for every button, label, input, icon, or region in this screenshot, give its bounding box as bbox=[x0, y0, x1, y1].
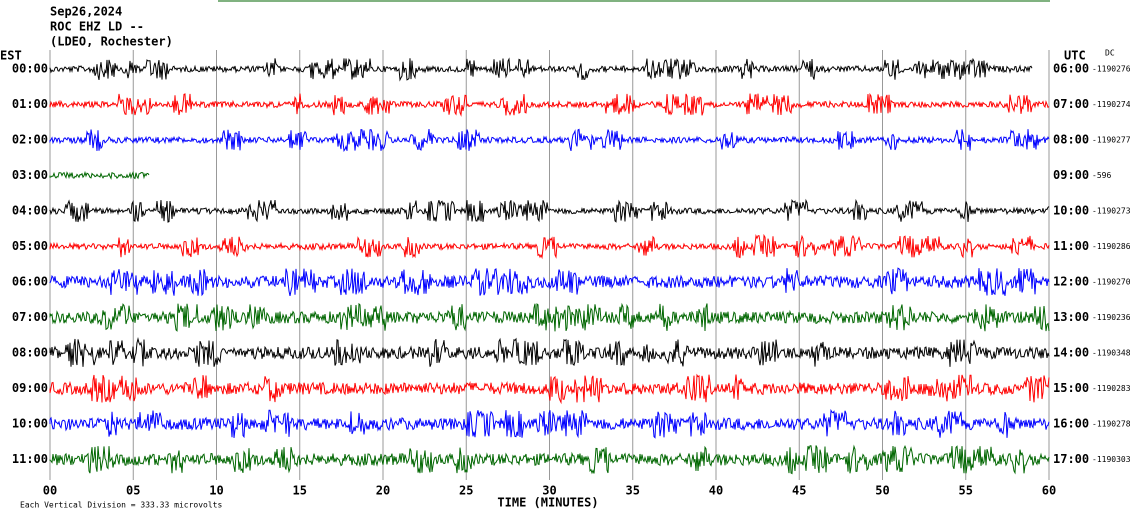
title-line: (LDEO, Rochester) bbox=[50, 35, 173, 49]
dc-offset: -1190236 bbox=[1092, 313, 1130, 322]
x-tick-label: 00 bbox=[43, 484, 57, 498]
dc-offset: -1190303 bbox=[1092, 455, 1130, 464]
dc-offset: -1190276 bbox=[1092, 65, 1130, 74]
left-time-label: 03:00 bbox=[12, 168, 48, 182]
seismic-trace bbox=[49, 267, 1050, 297]
dc-offset: -596 bbox=[1092, 171, 1111, 180]
seismic-trace bbox=[49, 302, 1050, 332]
seismic-trace bbox=[49, 170, 150, 180]
left-time-label: 10:00 bbox=[12, 417, 48, 431]
seismic-trace bbox=[49, 198, 1050, 223]
seismic-trace bbox=[49, 408, 1050, 439]
right-time-label: 17:00 bbox=[1053, 452, 1089, 466]
right-time-label: 16:00 bbox=[1053, 417, 1089, 431]
x-tick-label: 50 bbox=[875, 484, 889, 498]
dc-offset: -1190348 bbox=[1092, 349, 1130, 358]
right-time-label: 13:00 bbox=[1053, 310, 1089, 324]
seismic-trace bbox=[49, 128, 1050, 153]
title-line: Sep26,2024 bbox=[50, 5, 122, 19]
left-time-label: 01:00 bbox=[12, 97, 48, 111]
x-axis-label: TIME (MINUTES) bbox=[497, 496, 598, 510]
seismic-trace bbox=[49, 373, 1050, 405]
dc-offset: -1190283 bbox=[1092, 384, 1130, 393]
right-time-label: 12:00 bbox=[1053, 275, 1089, 289]
left-time-label: 02:00 bbox=[12, 133, 48, 147]
left-time-label: 05:00 bbox=[12, 239, 48, 253]
left-time-label: 07:00 bbox=[12, 310, 48, 324]
dc-offset: -1190274 bbox=[1092, 100, 1130, 109]
right-time-label: 07:00 bbox=[1053, 97, 1089, 111]
x-tick-label: 40 bbox=[709, 484, 723, 498]
left-time-label: 06:00 bbox=[12, 275, 48, 289]
seismic-trace bbox=[49, 233, 1050, 260]
left-time-label: 09:00 bbox=[12, 381, 48, 395]
footnote: Each Vertical Division = 333.33 microvol… bbox=[20, 501, 222, 510]
dc-offset: -1190277 bbox=[1092, 136, 1130, 145]
x-tick-label: 20 bbox=[376, 484, 390, 498]
right-axis-title: UTC bbox=[1064, 49, 1086, 63]
x-tick-label: 30 bbox=[542, 484, 556, 498]
x-tick-label: 45 bbox=[792, 484, 806, 498]
right-time-label: 06:00 bbox=[1053, 62, 1089, 76]
seismic-trace bbox=[49, 337, 1050, 367]
right-time-label: 09:00 bbox=[1053, 168, 1089, 182]
right-time-label: 14:00 bbox=[1053, 346, 1089, 360]
dc-offset: -1190286 bbox=[1092, 242, 1130, 251]
right-time-label: 15:00 bbox=[1053, 381, 1089, 395]
dc-offset: -1190278 bbox=[1092, 420, 1130, 429]
x-tick-label: 25 bbox=[459, 484, 473, 498]
dc-offset: -1190273 bbox=[1092, 207, 1130, 216]
left-axis-title: EST bbox=[0, 49, 22, 63]
seismic-trace bbox=[49, 444, 1050, 475]
dc-offset: -1190270 bbox=[1092, 278, 1130, 287]
seismic-trace bbox=[49, 57, 1033, 82]
x-tick-label: 10 bbox=[209, 484, 223, 498]
grid bbox=[49, 50, 1050, 480]
left-time-label: 00:00 bbox=[12, 62, 48, 76]
right-time-label: 10:00 bbox=[1053, 204, 1089, 218]
x-tick-label: 35 bbox=[626, 484, 640, 498]
left-time-label: 08:00 bbox=[12, 346, 48, 360]
seismic-trace bbox=[49, 92, 1050, 117]
x-tick-label: 60 bbox=[1042, 484, 1056, 498]
left-time-label: 04:00 bbox=[12, 204, 48, 218]
right-time-label: 11:00 bbox=[1053, 239, 1089, 253]
traces bbox=[49, 57, 1050, 475]
x-tick-label: 55 bbox=[959, 484, 973, 498]
title-line: ROC EHZ LD -- bbox=[50, 20, 144, 34]
x-tick-label: 15 bbox=[293, 484, 307, 498]
left-time-label: 11:00 bbox=[12, 452, 48, 466]
right-time-label: 08:00 bbox=[1053, 133, 1089, 147]
offset-title: DC bbox=[1105, 49, 1115, 58]
x-tick-label: 05 bbox=[126, 484, 140, 498]
